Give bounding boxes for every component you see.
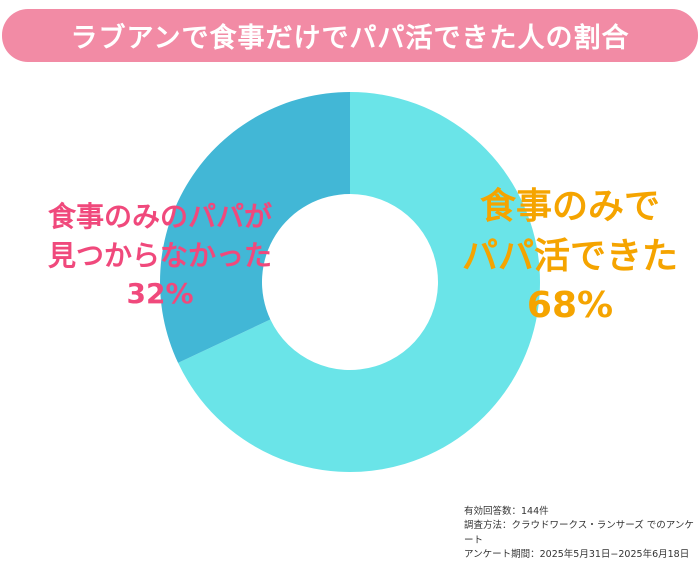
slice-label-fail: 食事のみのパパが 見つからなかった 32%	[10, 198, 310, 314]
footer-notes: 有効回答数：144件 調査方法：クラウドワークス・ランサーズ でのアンケート ア…	[464, 505, 700, 562]
label-line: 食事のみのパパが	[47, 200, 272, 233]
chart-title: ラブアンで食事だけでパパ活できた人の割合	[2, 9, 698, 62]
label-line: 見つからなかった	[47, 238, 272, 272]
footer-line: 有効回答数：144件	[464, 506, 549, 517]
footer-line: 調査方法：クラウドワークス・ランサーズ でのアンケート	[464, 520, 694, 546]
pie-slice-1	[159, 92, 350, 363]
pie-slice-0	[178, 92, 540, 473]
label-line: パパ活できた	[461, 235, 678, 277]
label-line: 食事のみで	[479, 186, 660, 227]
donut-chart	[159, 92, 540, 473]
value-label: 68%	[526, 285, 614, 327]
slice-label-success: 食事のみでパパ活できた 68%	[440, 182, 700, 331]
value-label: 32%	[126, 277, 194, 311]
